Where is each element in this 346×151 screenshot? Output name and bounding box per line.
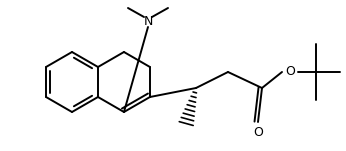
Text: O: O [285, 66, 295, 79]
Text: O: O [253, 125, 263, 138]
Text: N: N [143, 16, 153, 29]
